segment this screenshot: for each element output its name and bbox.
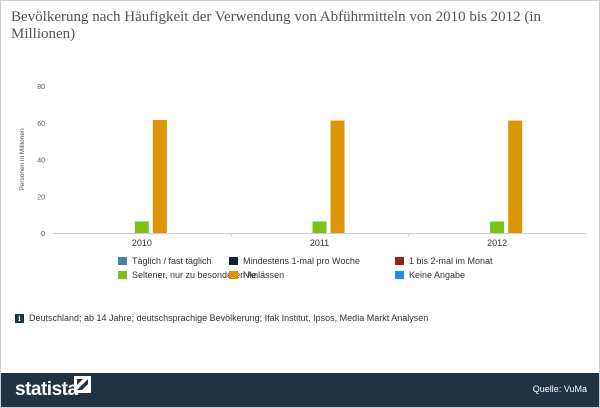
legend-swatch <box>229 271 238 279</box>
legend-swatch <box>118 257 127 265</box>
legend-label: Täglich / fast täglich <box>132 256 212 266</box>
bar-2012-4 <box>490 221 505 233</box>
y-tick-label: 80 <box>37 84 45 91</box>
footer-bar: statista Quelle: VuMa <box>1 373 599 407</box>
legend-swatch <box>395 271 404 279</box>
bar-chart: 0 20 40 60 80 Personen in Millionen 2010 2011 20… <box>19 84 586 248</box>
bar-2012-5 <box>508 120 523 233</box>
y-tick-label: 20 <box>37 194 45 201</box>
legend-item: 1 bis 2-mal im Monat <box>395 256 493 266</box>
legend-swatch <box>395 257 404 265</box>
y-tick-label: 40 <box>37 158 45 165</box>
bar-2011-5 <box>330 120 345 233</box>
legend-label: Nie <box>243 270 257 280</box>
legend-swatch <box>229 257 238 265</box>
info-icon: i <box>15 314 24 323</box>
legend-label: 1 bis 2-mal im Monat <box>409 256 493 266</box>
y-tick-label: 0 <box>41 231 45 238</box>
legend-item: Seltener, nur zu besonderen Anlässen <box>118 270 284 280</box>
x-tick-label: 2011 <box>310 238 329 248</box>
legend-label: Mindestens 1-mal pro Woche <box>243 256 360 266</box>
legend-label: Keine Angabe <box>409 270 466 280</box>
legend-item: Keine Angabe <box>395 270 465 280</box>
x-tick-label: 2010 <box>132 238 152 248</box>
source-note: i Deutschland; ab 14 Jahre; deutschsprach… <box>15 313 428 323</box>
bar-2010-4 <box>134 221 149 233</box>
legend-item: Täglich / fast täglich <box>118 256 212 266</box>
bar-2011-4 <box>312 221 327 233</box>
bar-2010-5 <box>152 119 167 233</box>
chart-title: Bevölkerung nach Häufigkeit der Verwendu… <box>11 9 542 42</box>
statista-logo: statista <box>15 379 78 401</box>
legend-item: Mindestens 1-mal pro Woche <box>229 256 360 266</box>
y-axis-label: Personen in Millionen <box>19 128 26 191</box>
source-credit: Quelle: VuMa <box>532 384 587 394</box>
source-note-text: Deutschland; ab 14 Jahre; deutschsprachi… <box>29 313 429 323</box>
statista-logo-text: statista <box>15 379 78 400</box>
statista-logo-mark-icon <box>74 376 91 393</box>
legend-label: Seltener, nur zu besonderen Anlässen <box>132 270 285 280</box>
y-tick-label: 60 <box>37 121 45 128</box>
x-tick-label: 2012 <box>487 238 507 248</box>
legend-item: Nie <box>229 270 257 280</box>
legend-swatch <box>118 271 127 279</box>
